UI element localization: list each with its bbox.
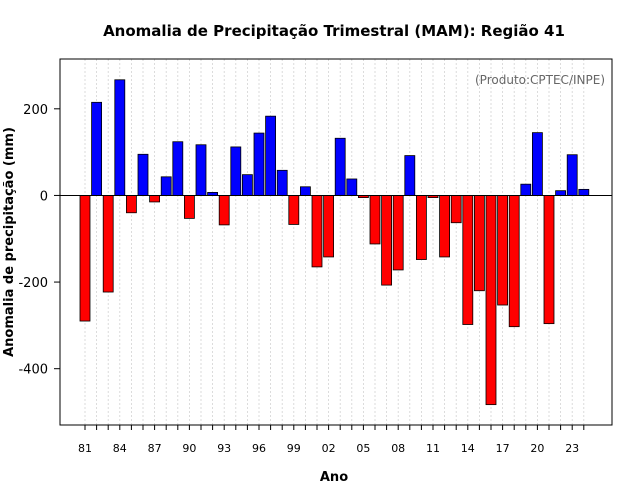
bar-1983 bbox=[102, 195, 114, 293]
plot-frame bbox=[59, 58, 613, 426]
bar-2012 bbox=[439, 195, 451, 258]
chart-title: Anomalia de Precipitação Trimestral (MAM… bbox=[103, 22, 565, 40]
bar-2024 bbox=[578, 188, 590, 196]
bar-2014 bbox=[462, 195, 474, 325]
y-tick-label: 200 bbox=[23, 103, 48, 118]
bar-1997 bbox=[265, 115, 277, 196]
bar-2020 bbox=[532, 132, 543, 196]
bar-2023 bbox=[566, 154, 578, 196]
x-axis-title: Ano bbox=[320, 470, 348, 485]
bar-2015 bbox=[473, 195, 485, 292]
y-tick-label: -200 bbox=[18, 276, 48, 291]
x-tick-label: 08 bbox=[391, 442, 405, 455]
y-tick-label: 0 bbox=[40, 189, 48, 204]
bar-2004 bbox=[346, 178, 358, 196]
bar-1982 bbox=[91, 101, 102, 196]
x-axis-ticks: 81 84 87 90 93 96 99 02 05 08 11 14 17 20 23 bbox=[78, 425, 585, 455]
bar-1988 bbox=[160, 176, 172, 196]
x-tick-label: 02 bbox=[322, 442, 336, 455]
bar-2021 bbox=[543, 195, 555, 325]
bar-1984 bbox=[114, 79, 126, 196]
x-tick-label: 17 bbox=[496, 442, 510, 455]
x-tick-label: 87 bbox=[148, 442, 162, 455]
bar-1985 bbox=[126, 195, 137, 214]
x-tick-label: 96 bbox=[252, 442, 266, 455]
bar-2019 bbox=[520, 183, 532, 196]
bar-1994 bbox=[230, 146, 242, 196]
bar-1991 bbox=[195, 144, 207, 196]
credit-label: (Produto:CPTEC/INPE) bbox=[475, 73, 605, 87]
x-tick-label: 93 bbox=[217, 442, 231, 455]
bar-1995 bbox=[241, 174, 253, 196]
bar-2007 bbox=[381, 195, 393, 286]
grid-lines bbox=[84, 59, 585, 425]
bar-2018 bbox=[508, 195, 520, 328]
bars bbox=[79, 79, 590, 406]
bar-1996 bbox=[253, 132, 265, 196]
y-axis-ticks: -400 -200 0 200 bbox=[18, 103, 60, 378]
bar-2006 bbox=[369, 195, 381, 245]
bar-1998 bbox=[276, 169, 288, 196]
bar-2002 bbox=[323, 195, 335, 258]
x-tick-label: 20 bbox=[530, 442, 544, 455]
bar-1986 bbox=[137, 153, 149, 196]
y-tick-label: -400 bbox=[18, 363, 48, 378]
bar-2017 bbox=[497, 195, 509, 306]
bar-2003 bbox=[334, 137, 346, 196]
bar-1989 bbox=[172, 141, 184, 196]
bar-2000 bbox=[299, 186, 311, 196]
bar-2009 bbox=[404, 155, 416, 196]
bar-2022 bbox=[555, 190, 566, 196]
bar-1987 bbox=[149, 195, 161, 203]
bar-1990 bbox=[183, 195, 195, 219]
x-tick-label: 81 bbox=[78, 442, 92, 455]
x-tick-label: 05 bbox=[356, 442, 370, 455]
bar-2001 bbox=[311, 195, 323, 268]
bar-2013 bbox=[450, 195, 462, 224]
bar-2008 bbox=[392, 195, 404, 271]
bar-2016 bbox=[485, 195, 497, 406]
bar-1981 bbox=[79, 195, 91, 322]
x-tick-label: 84 bbox=[113, 442, 127, 455]
bar-1999 bbox=[288, 195, 300, 225]
bar-1993 bbox=[218, 195, 230, 226]
x-tick-label: 23 bbox=[565, 442, 579, 455]
x-tick-label: 14 bbox=[461, 442, 475, 455]
x-tick-label: 99 bbox=[287, 442, 301, 455]
x-tick-label: 11 bbox=[426, 442, 440, 455]
y-axis-title: Anomalia de precipitação (mm) bbox=[2, 127, 17, 357]
bar-2010 bbox=[415, 195, 427, 260]
x-tick-label: 90 bbox=[182, 442, 196, 455]
